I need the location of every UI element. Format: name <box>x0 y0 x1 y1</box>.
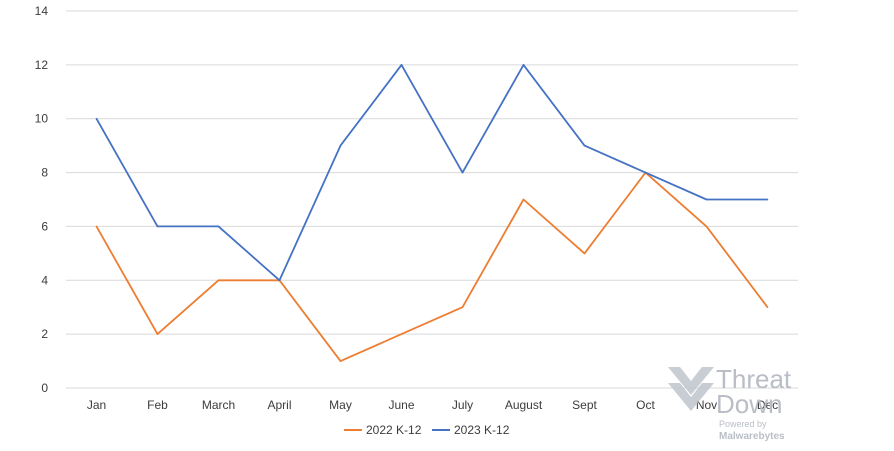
watermark-powered-by: Powered by <box>719 419 767 429</box>
x-tick-label: August <box>505 398 543 412</box>
y-axis-tick-labels: 0 2 4 6 8 10 12 14 <box>35 4 49 395</box>
y-tick-label: 10 <box>35 112 49 126</box>
x-tick-label: Sept <box>572 398 597 412</box>
watermark-brand: Malwarebytes <box>719 431 785 442</box>
legend-label: 2023 K-12 <box>454 423 510 437</box>
x-tick-label: Jan <box>87 398 106 412</box>
x-tick-label: Oct <box>636 398 655 412</box>
legend: 2022 K-12 2023 K-12 <box>344 423 510 437</box>
x-tick-label: April <box>267 398 291 412</box>
data-point <box>278 279 281 282</box>
series-line-2 <box>95 64 768 282</box>
gridlines <box>66 10 798 389</box>
data-point <box>644 171 647 174</box>
y-tick-label: 6 <box>41 219 48 233</box>
data-point <box>766 198 769 201</box>
data-point <box>766 306 769 309</box>
data-point <box>522 198 525 201</box>
y-tick-label: 14 <box>35 4 49 18</box>
y-tick-label: 2 <box>41 327 48 341</box>
data-point <box>583 144 586 147</box>
data-point <box>217 225 220 228</box>
data-point <box>583 252 586 255</box>
data-point <box>339 144 342 147</box>
y-tick-label: 8 <box>41 166 48 180</box>
legend-label: 2022 K-12 <box>366 423 422 437</box>
watermark-logo: Threat Down Powered by Malwarebytes <box>668 364 792 442</box>
chevron-down-icon <box>668 367 714 411</box>
data-point <box>461 171 464 174</box>
data-point <box>217 279 220 282</box>
data-point <box>339 360 342 362</box>
data-point <box>156 333 159 335</box>
x-tick-label: Dec <box>757 398 778 412</box>
x-tick-label: June <box>388 398 414 412</box>
data-point <box>461 306 464 309</box>
data-point <box>705 225 708 228</box>
data-point <box>705 198 708 201</box>
x-axis-tick-labels: Jan Feb March April May June July August Sept Oct… <box>87 398 778 412</box>
series-line-1 <box>95 171 769 363</box>
x-tick-label: Nov <box>696 398 717 412</box>
y-tick-label: 12 <box>35 58 49 72</box>
x-tick-label: March <box>202 398 235 412</box>
series-lines <box>95 64 769 363</box>
data-point <box>95 225 98 228</box>
data-point <box>400 64 403 66</box>
watermark-line1: Threat <box>716 364 792 394</box>
watermark-line2: Down <box>716 389 782 419</box>
data-point <box>95 117 98 120</box>
x-tick-label: Feb <box>147 398 168 412</box>
y-tick-label: 4 <box>41 273 48 287</box>
y-tick-label: 0 <box>41 381 48 395</box>
x-tick-label: May <box>329 398 352 412</box>
data-point <box>522 64 525 66</box>
data-point <box>156 225 159 228</box>
data-point <box>400 333 403 335</box>
x-tick-label: July <box>452 398 473 412</box>
